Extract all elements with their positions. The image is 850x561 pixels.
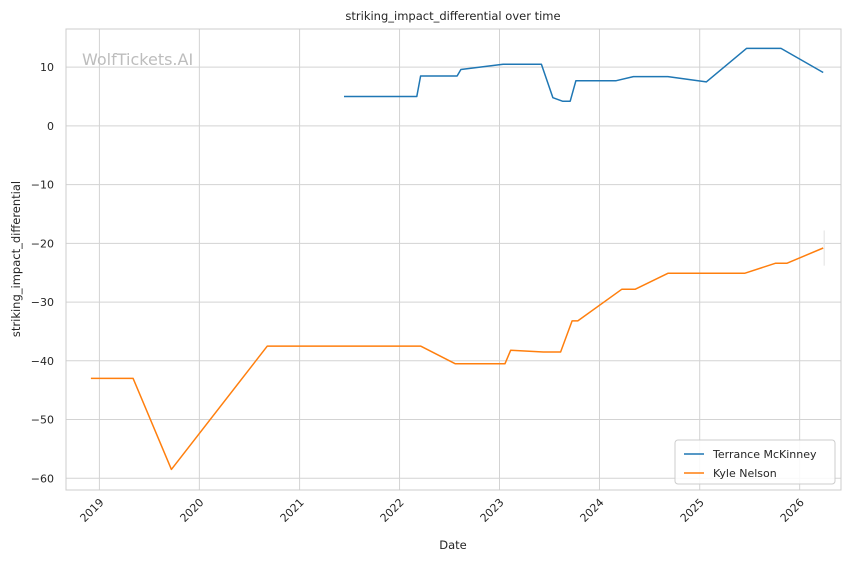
series-line-terrance-mckinney [344, 47, 824, 102]
y-tick-label: −40 [31, 355, 54, 368]
y-tick-labels: 10 0 −10 −20 −30 −40 −50 −60 [31, 61, 54, 485]
y-tick-label: −50 [31, 414, 54, 427]
chart-title: striking_impact_differential over time [345, 9, 560, 23]
y-tick-label: 10 [40, 61, 54, 74]
y-tick-label: −60 [31, 472, 54, 485]
x-gridlines [98, 29, 801, 490]
plot-frame [65, 28, 842, 491]
series-line-kyle-nelson [90, 247, 824, 471]
y-gridlines [66, 66, 841, 479]
y-axis-title: striking_impact_differential [9, 181, 23, 337]
series-layer [90, 47, 825, 471]
x-axis-title: Date [439, 538, 467, 552]
y-tick-label: −10 [31, 179, 54, 192]
legend-label: Terrance McKinney [712, 448, 817, 461]
y-tick-label: −30 [31, 296, 54, 309]
legend-box [674, 439, 836, 485]
watermark-text: WolfTickets.AI [82, 50, 193, 69]
legend-label: Kyle Nelson [713, 467, 777, 480]
y-tick-label: −20 [31, 237, 54, 250]
legend: Terrance McKinney Kyle Nelson [674, 439, 836, 485]
y-tick-label: 0 [47, 120, 54, 133]
